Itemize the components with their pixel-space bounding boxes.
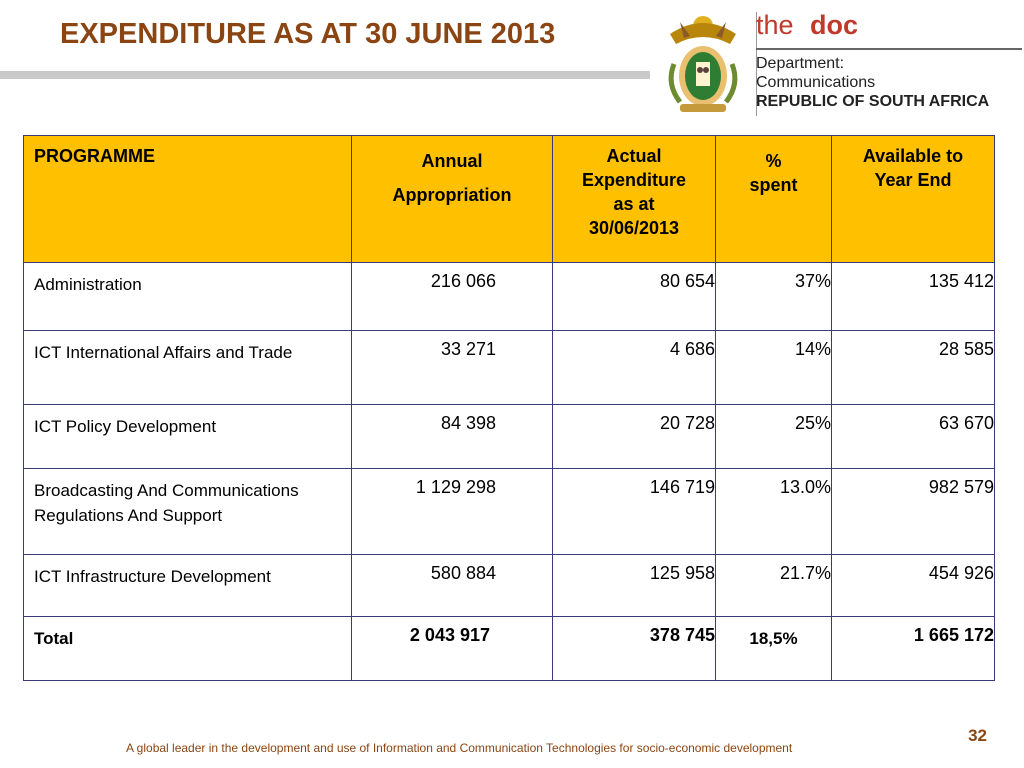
department-label: Department: bbox=[756, 55, 845, 72]
available-cell: 63 670 bbox=[831, 404, 995, 469]
total-annual-cell: 2 043 917 bbox=[351, 616, 553, 681]
page-title: EXPENDITURE AS AT 30 JUNE 2013 bbox=[60, 18, 556, 50]
table-header-row: PROGRAMME Annual Appropriation Actual Ex… bbox=[23, 135, 995, 263]
programme-cell: ICT Policy Development bbox=[23, 404, 352, 469]
header-actual-line2: Expenditure bbox=[581, 170, 687, 190]
programme-cell: ICT International Affairs and Trade bbox=[23, 330, 352, 405]
logo-divider bbox=[756, 12, 757, 116]
available-cell: 454 926 bbox=[831, 554, 995, 617]
available-cell: 28 585 bbox=[831, 330, 995, 405]
header-annual-appropriation: Annual Appropriation bbox=[351, 135, 553, 263]
annual-cell: 33 271 bbox=[351, 330, 553, 405]
header-actual-line1: Actual bbox=[606, 146, 662, 166]
header-annual-line1: Annual bbox=[421, 151, 483, 171]
brand-doc: doc bbox=[810, 10, 859, 40]
footer-tagline: A global leader in the development and u… bbox=[126, 741, 793, 755]
header-percent-spent: % spent bbox=[715, 135, 832, 263]
percent-cell: 14% bbox=[715, 330, 832, 405]
header-available-to-year-end: Available to Year End bbox=[831, 135, 995, 263]
header-avail-line2: Year End bbox=[874, 170, 952, 190]
percent-cell: 25% bbox=[715, 404, 832, 469]
annual-cell: 580 884 bbox=[351, 554, 553, 617]
coat-of-arms-icon bbox=[660, 4, 746, 120]
percent-cell: 37% bbox=[715, 262, 832, 331]
country-name: REPUBLIC OF SOUTH AFRICA bbox=[756, 93, 990, 110]
actual-cell: 20 728 bbox=[552, 404, 716, 469]
header-annual-line2: Appropriation bbox=[392, 185, 512, 205]
brand-the: the bbox=[756, 10, 794, 40]
actual-cell: 80 654 bbox=[552, 262, 716, 331]
available-cell: 135 412 bbox=[831, 262, 995, 331]
header-programme: PROGRAMME bbox=[23, 135, 352, 263]
header-avail-line1: Available to bbox=[862, 146, 964, 166]
total-row: Total 2 043 917 378 745 18,5% 1 665 172 bbox=[23, 616, 995, 681]
table-row: Administration 216 066 80 654 37% 135 41… bbox=[23, 262, 995, 331]
programme-cell: Broadcasting And Communications Regulati… bbox=[23, 468, 352, 555]
actual-cell: 146 719 bbox=[552, 468, 716, 555]
total-label: Total bbox=[23, 616, 352, 681]
header-actual-line3: as at bbox=[613, 194, 655, 214]
page-number: 32 bbox=[968, 726, 987, 745]
header-pct-line2: spent bbox=[749, 175, 798, 195]
annual-cell: 84 398 bbox=[351, 404, 553, 469]
table-row: ICT Policy Development 84 398 20 728 25%… bbox=[23, 404, 995, 469]
programme-cell: Administration bbox=[23, 262, 352, 331]
total-percent-cell: 18,5% bbox=[715, 616, 832, 681]
header-actual-expenditure: Actual Expenditure as at 30/06/2013 bbox=[552, 135, 716, 263]
table-row: ICT International Affairs and Trade 33 2… bbox=[23, 330, 995, 405]
department-logo: the doc Department: Communications REPUB… bbox=[660, 4, 1022, 120]
percent-cell: 21.7% bbox=[715, 554, 832, 617]
annual-cell: 1 129 298 bbox=[351, 468, 553, 555]
brand-rule bbox=[756, 48, 1022, 50]
actual-cell: 125 958 bbox=[552, 554, 716, 617]
available-cell: 982 579 bbox=[831, 468, 995, 555]
header-actual-line4: 30/06/2013 bbox=[588, 218, 680, 238]
total-available-cell: 1 665 172 bbox=[831, 616, 995, 681]
percent-cell: 13.0% bbox=[715, 468, 832, 555]
department-name: Communications bbox=[756, 74, 876, 91]
annual-cell: 216 066 bbox=[351, 262, 553, 331]
expenditure-table: PROGRAMME Annual Appropriation Actual Ex… bbox=[23, 135, 995, 681]
header-pct-line1: % bbox=[765, 151, 782, 171]
title-underline bbox=[0, 71, 650, 79]
table-row: Broadcasting And Communications Regulati… bbox=[23, 468, 995, 555]
total-actual-cell: 378 745 bbox=[552, 616, 716, 681]
table-row: ICT Infrastructure Development 580 884 1… bbox=[23, 554, 995, 617]
programme-cell: ICT Infrastructure Development bbox=[23, 554, 352, 617]
actual-cell: 4 686 bbox=[552, 330, 716, 405]
